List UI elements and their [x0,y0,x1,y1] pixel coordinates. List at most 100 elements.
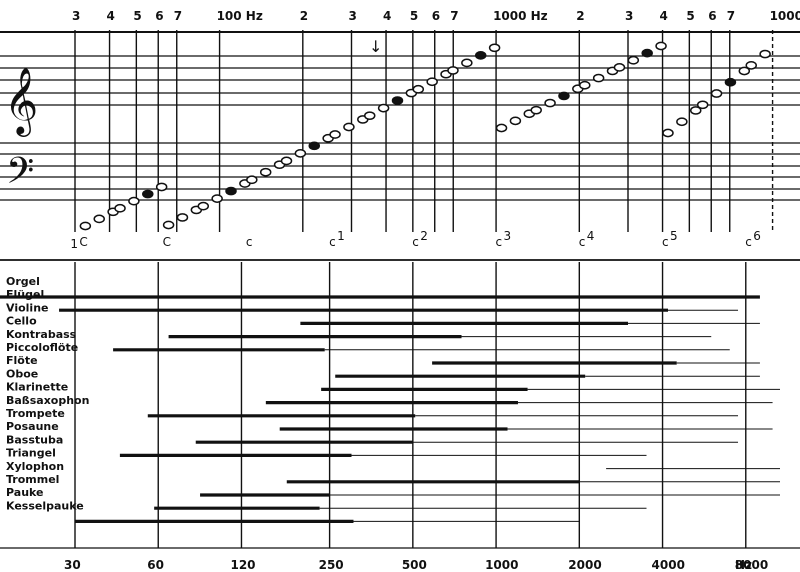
note-head [641,48,653,58]
note-head [176,213,189,222]
bottom-axis-tick-label: 8000 [735,558,768,572]
octave-label: C [163,235,171,249]
octave-letter: c [662,235,669,249]
note-head [280,156,293,166]
top-axis-tick-label: 10000 Hz [770,9,800,23]
top-axis-tick-label: 7 [727,9,735,23]
note-head [710,89,723,98]
bottom-axis-tick-label: 30 [64,558,81,572]
octave-superscript: 4 [587,229,595,243]
top-axis-tick-label: 4 [660,9,668,23]
note-head [745,60,757,70]
instrument-ranges: OrgelFlügelViolineCelloKontrabassPiccolo… [0,275,780,524]
note-head [308,141,321,151]
instrument-label: Posaune [6,420,59,433]
note-head [391,96,404,105]
note-head [246,175,258,185]
note-head [363,111,376,121]
note-head [579,80,591,90]
note-head [79,221,92,231]
top-axis-tick-label: 5 [133,9,141,23]
octave-superscript: 6 [753,229,761,243]
instrument-label: Xylophon [6,460,64,473]
note-head [509,116,522,126]
octave-letter: c [745,235,752,249]
note-head [627,55,640,65]
top-axis-tick-label: 3 [625,9,633,23]
octave-superscript: 5 [670,229,678,243]
octave-label: c [246,235,253,249]
treble-clef-icon: 𝄞 [4,66,38,137]
top-axis-tick-label: 3 [72,9,80,23]
top-axis-tick-label: 6 [708,9,716,23]
bottom-axis-unit: Hz [735,558,752,572]
note-head [142,189,154,199]
octave-letter: c [412,235,419,249]
bottom-axis-tick-label: 1000 [485,558,518,572]
note-head [488,43,501,53]
note-head [592,73,605,83]
top-axis-tick-label: 100 Hz [217,9,263,23]
note-head [114,203,126,213]
note-head [128,196,140,206]
note-head [613,63,626,72]
note-head [211,194,223,203]
instrument-label: Trommel [6,473,59,486]
octave-letter: c [329,235,336,249]
bass-clef-icon: 𝄢 [6,150,34,201]
instrument-label: Oboe [6,367,38,380]
instrument-label: Baßsaxophon [6,394,89,407]
bottom-axis-tick-label: 4000 [652,558,685,572]
instrument-label: Trompete [6,407,65,420]
note-head [724,77,737,87]
note-head [426,77,438,87]
octave-letter: c [579,235,586,249]
octave-labels: 2C1CCcc1c2c3c4c5c6 [70,229,761,251]
instrument-label: Flöte [6,354,38,367]
octave-letter: c [496,235,503,249]
top-axis-tick-label: 3 [349,9,357,23]
top-axis-tick-label: 4 [383,9,391,23]
instrument-label: Flügel [6,288,44,301]
instrument-label: Klarinette [6,381,68,394]
note-scale [79,41,771,231]
bottom-axis-tick-label: 500 [402,558,427,572]
music-staff [0,31,800,549]
top-axis-tick-label: 4 [107,9,115,23]
note-head [461,58,473,68]
octave-letter: c [246,235,253,249]
octave-subscript: 1 [70,237,78,251]
top-axis-tick-label: 2 [300,9,308,23]
bottom-axis-tick-label: 60 [147,558,164,572]
top-axis-tick-label: 5 [686,9,694,23]
octave-superscript: 1 [337,229,345,243]
note-head [530,105,542,115]
note-head [259,167,272,177]
top-axis-tick-label: 5 [410,9,418,23]
note-head [343,122,355,132]
note-head [225,186,237,196]
note-head [544,98,556,108]
bottom-axis-tick-label: 2000 [568,558,601,572]
note-head [377,103,390,113]
instrument-label: Pauke [6,486,44,499]
top-axis-tick-label: 7 [174,9,182,23]
top-axis-tick-label: 2 [576,9,584,23]
note-head [495,123,508,133]
note-head [662,128,674,138]
top-axis-tick-label: 6 [432,9,440,23]
note-head [197,201,210,211]
octave-superscript: 3 [504,229,512,243]
instrument-label: Kontrabass [6,328,77,341]
octave-superscript: 2 [420,229,428,243]
instrument-label: Triangel [6,447,56,460]
note-head [558,91,570,101]
